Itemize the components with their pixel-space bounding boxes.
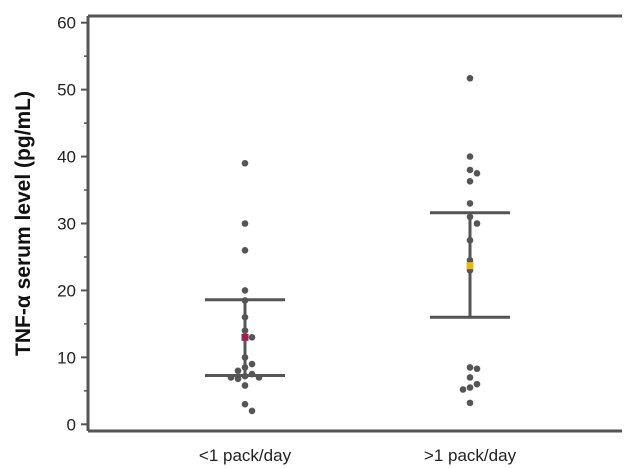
x-category-labels: <1 pack/day >1 pack/day xyxy=(199,446,517,465)
data-point xyxy=(241,400,249,408)
data-point xyxy=(473,220,481,227)
y-tick-label: 30 xyxy=(57,215,76,234)
data-point xyxy=(227,374,235,381)
data-point xyxy=(248,360,256,368)
mean-marker xyxy=(466,262,474,270)
data-point xyxy=(241,372,249,380)
data-point xyxy=(248,333,256,341)
data-point xyxy=(466,364,474,371)
data-point xyxy=(248,370,256,378)
mean-marker xyxy=(241,333,249,341)
data-point xyxy=(248,407,256,415)
data-point xyxy=(466,399,474,407)
data-groups xyxy=(205,74,510,415)
group-2 xyxy=(430,74,510,407)
data-point xyxy=(466,384,474,391)
y-tick-label: 20 xyxy=(57,281,76,300)
x-category-label: <1 pack/day xyxy=(199,446,292,465)
x-category-label: >1 pack/day xyxy=(424,446,517,465)
data-point xyxy=(241,382,249,389)
axes xyxy=(86,14,622,433)
data-point xyxy=(241,297,249,304)
y-ticks: 0 10 20 30 40 50 60 xyxy=(57,14,88,434)
y-axis-title: TNF-α serum level (pg/mL) xyxy=(12,91,35,356)
y-tick-label: 60 xyxy=(57,14,76,33)
data-point xyxy=(241,159,249,167)
data-point xyxy=(241,287,249,294)
data-point xyxy=(241,313,249,321)
data-point xyxy=(234,367,242,375)
data-point xyxy=(466,200,474,207)
data-point xyxy=(255,374,263,381)
data-point xyxy=(466,257,474,264)
data-point xyxy=(466,236,474,244)
data-point xyxy=(241,354,249,361)
data-point xyxy=(473,380,481,388)
y-tick-label: 40 xyxy=(57,148,76,167)
data-point xyxy=(241,327,249,334)
data-point xyxy=(241,246,249,254)
data-point xyxy=(466,153,474,160)
group-1 xyxy=(205,159,285,415)
data-point xyxy=(466,74,474,82)
data-point xyxy=(241,364,249,371)
data-point xyxy=(473,365,481,373)
data-point xyxy=(466,213,474,221)
data-point xyxy=(466,374,474,381)
y-tick-label: 0 xyxy=(67,415,76,434)
data-point xyxy=(459,386,467,393)
y-tick-label: 50 xyxy=(57,81,76,100)
data-point xyxy=(466,166,474,174)
data-point xyxy=(241,220,249,227)
y-tick-label: 10 xyxy=(57,348,76,367)
data-point xyxy=(473,169,481,177)
data-point xyxy=(234,375,242,383)
data-point xyxy=(466,178,474,185)
